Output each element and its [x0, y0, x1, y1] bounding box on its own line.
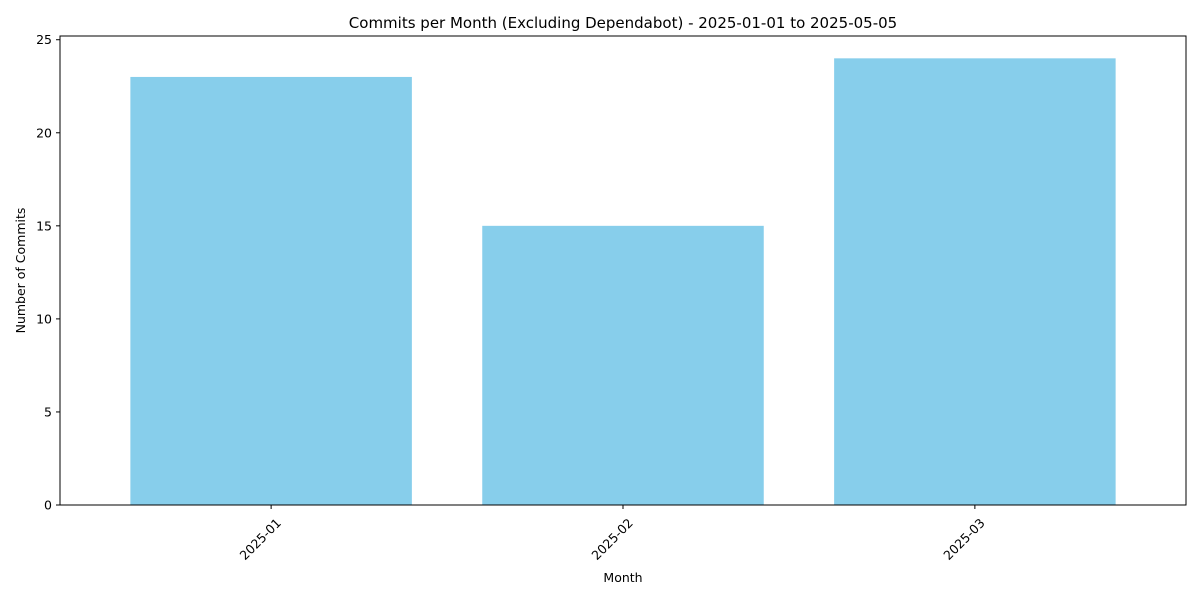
y-tick-label: 10 — [36, 311, 52, 326]
y-axis-title: Number of Commits — [13, 208, 28, 334]
bars-group — [130, 58, 1116, 506]
x-tick-label: 2025-03 — [940, 515, 988, 563]
y-tick-label: 20 — [36, 125, 52, 140]
y-axis: 0 5 10 15 20 25 — [36, 32, 60, 513]
x-tick-label: 2025-01 — [236, 515, 284, 563]
y-tick-label: 5 — [44, 404, 52, 419]
y-tick-label: 25 — [36, 32, 52, 47]
plot-frame — [59, 35, 1187, 506]
bar-2025-01 — [130, 76, 412, 505]
y-tick-label: 15 — [36, 218, 52, 233]
x-tick-label: 2025-02 — [588, 515, 636, 563]
y-tick-label: 0 — [44, 498, 52, 513]
x-axis: 2025-01 2025-02 2025-03 — [236, 505, 988, 563]
chart-title: Commits per Month (Excluding Dependabot)… — [349, 14, 897, 32]
x-axis-title: Month — [603, 570, 642, 585]
bar-2025-03 — [834, 58, 1116, 505]
bar-2025-02 — [482, 225, 764, 506]
